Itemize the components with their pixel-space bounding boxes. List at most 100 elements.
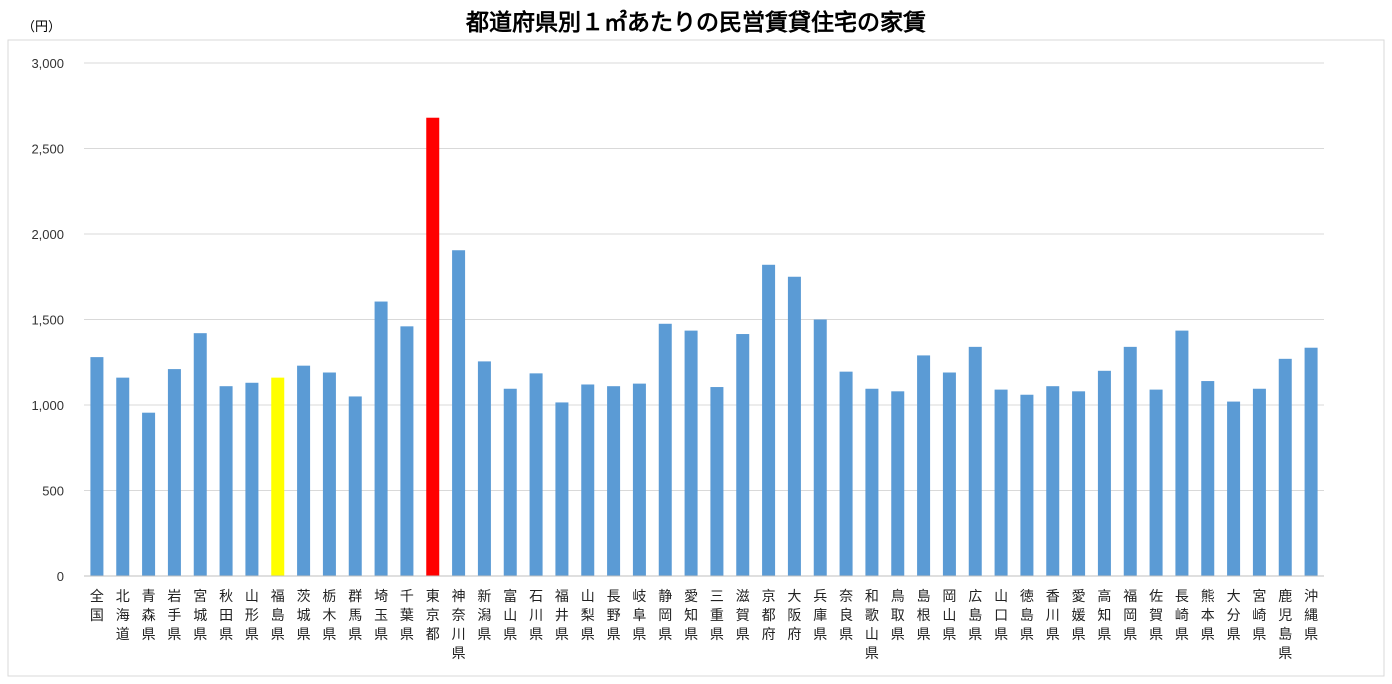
x-tick-label: 京都府 bbox=[762, 589, 776, 643]
bars bbox=[90, 117, 1318, 576]
x-tick-label: 長野県 bbox=[607, 589, 621, 643]
x-tick-label: 山口県 bbox=[994, 589, 1008, 643]
x-tick-label: 宮崎県 bbox=[1252, 589, 1266, 643]
y-tick-label: 3,000 bbox=[31, 56, 64, 71]
bar bbox=[1304, 347, 1318, 576]
bar bbox=[710, 387, 724, 576]
x-tick-label: 静岡県 bbox=[658, 589, 672, 643]
bar bbox=[865, 388, 879, 576]
y-tick-label: 2,000 bbox=[31, 227, 64, 242]
x-tick-label: 東京都 bbox=[426, 589, 440, 643]
bar bbox=[452, 250, 466, 576]
bar bbox=[787, 276, 801, 576]
bar bbox=[1252, 388, 1266, 576]
x-tick-label: 鳥取県 bbox=[891, 589, 905, 643]
x-tick-label: 徳島県 bbox=[1020, 589, 1034, 643]
bar bbox=[219, 386, 233, 576]
x-tick-label: 山形県 bbox=[245, 589, 259, 643]
bar bbox=[167, 369, 181, 576]
y-tick-label: 500 bbox=[42, 484, 64, 499]
bar bbox=[1020, 394, 1034, 576]
bar bbox=[116, 377, 130, 576]
x-tick-label: 福井県 bbox=[555, 589, 569, 643]
x-tick-label: 大分県 bbox=[1227, 589, 1241, 643]
x-tick-label: 熊本県 bbox=[1201, 589, 1215, 643]
x-tick-label: 福島県 bbox=[271, 589, 285, 643]
bar bbox=[297, 365, 311, 576]
bar bbox=[1201, 381, 1215, 576]
bar bbox=[1072, 391, 1086, 576]
bar bbox=[813, 319, 827, 576]
bar bbox=[193, 333, 207, 576]
x-tick-label: 愛媛県 bbox=[1072, 589, 1086, 643]
bar bbox=[994, 389, 1008, 576]
bar bbox=[1175, 330, 1189, 576]
bar bbox=[762, 264, 776, 576]
x-tick-label: 沖縄県 bbox=[1304, 589, 1318, 643]
y-tick-label: 0 bbox=[57, 569, 64, 584]
x-tick-label: 全国 bbox=[90, 588, 104, 624]
bar bbox=[942, 372, 956, 576]
bar bbox=[658, 323, 672, 576]
bar bbox=[503, 388, 517, 576]
x-tick-label: 香川県 bbox=[1046, 589, 1060, 643]
bar bbox=[348, 396, 362, 576]
bar bbox=[529, 373, 543, 576]
x-tick-label: 島根県 bbox=[917, 589, 931, 643]
bar bbox=[400, 326, 414, 576]
bar bbox=[322, 372, 336, 576]
bar bbox=[839, 371, 853, 576]
bar bbox=[1097, 370, 1111, 576]
bar bbox=[1123, 346, 1137, 576]
x-tick-label: 奈良県 bbox=[839, 589, 853, 643]
x-tick-label: 千葉県 bbox=[400, 589, 414, 643]
bar bbox=[271, 377, 285, 576]
x-tick-label: 大阪府 bbox=[787, 589, 801, 643]
bar bbox=[891, 391, 905, 576]
x-tick-label: 岡山県 bbox=[942, 589, 956, 643]
y-tick-label: 2,500 bbox=[31, 142, 64, 157]
y-axis-tick-labels: 0 500 1,000 1,500 2,000 2,500 3,000 bbox=[31, 56, 64, 584]
x-tick-label: 佐賀県 bbox=[1149, 589, 1163, 643]
x-tick-label: 青森県 bbox=[142, 589, 156, 643]
chart-frame bbox=[7, 39, 1385, 677]
x-tick-label: 群馬県 bbox=[348, 589, 362, 643]
x-tick-label: 三重県 bbox=[710, 589, 724, 643]
y-tick-label: 1,500 bbox=[31, 313, 64, 328]
x-tick-label: 茨城県 bbox=[297, 589, 311, 643]
x-tick-label: 秋田県 bbox=[219, 589, 233, 643]
bar bbox=[1278, 358, 1292, 576]
bar bbox=[90, 357, 104, 576]
x-tick-label: 高知県 bbox=[1097, 588, 1111, 643]
bar bbox=[426, 117, 440, 576]
bar bbox=[1046, 386, 1060, 576]
bar bbox=[736, 334, 750, 576]
x-tick-label: 神奈川県 bbox=[452, 589, 466, 662]
x-tick-label: 埼玉県 bbox=[374, 589, 388, 643]
x-tick-label: 宮城県 bbox=[193, 589, 207, 643]
x-tick-label: 広島県 bbox=[968, 589, 982, 643]
y-tick-label: 1,000 bbox=[31, 398, 64, 413]
bar bbox=[632, 383, 646, 576]
x-tick-label: 滋賀県 bbox=[736, 589, 750, 643]
bar bbox=[555, 402, 569, 576]
bar bbox=[1227, 401, 1241, 576]
x-tick-label: 長崎県 bbox=[1175, 589, 1189, 643]
x-axis-category-labels: 全国北海道青森県岩手県宮城県秋田県山形県福島県茨城県栃木県群馬県埼玉県千葉県東京… bbox=[90, 588, 1318, 662]
x-tick-label: 愛知県 bbox=[684, 589, 698, 643]
x-tick-label: 岐阜県 bbox=[632, 589, 646, 643]
x-tick-label: 福岡県 bbox=[1123, 589, 1137, 643]
x-tick-label: 石川県 bbox=[529, 589, 543, 643]
x-tick-label: 鹿児島県 bbox=[1278, 588, 1292, 662]
y-axis-unit-label: （円） bbox=[22, 20, 61, 35]
x-tick-label: 栃木県 bbox=[322, 589, 336, 643]
x-tick-label: 山梨県 bbox=[581, 589, 595, 643]
x-tick-label: 富山県 bbox=[503, 588, 517, 643]
bar bbox=[581, 384, 595, 576]
bar bbox=[1149, 389, 1163, 576]
bar bbox=[968, 346, 982, 576]
chart-title: 都道府県別１㎡あたりの民営賃貸住宅の家賃 bbox=[465, 9, 926, 36]
grid-lines bbox=[84, 62, 1324, 491]
x-tick-label: 北海道 bbox=[116, 589, 130, 643]
